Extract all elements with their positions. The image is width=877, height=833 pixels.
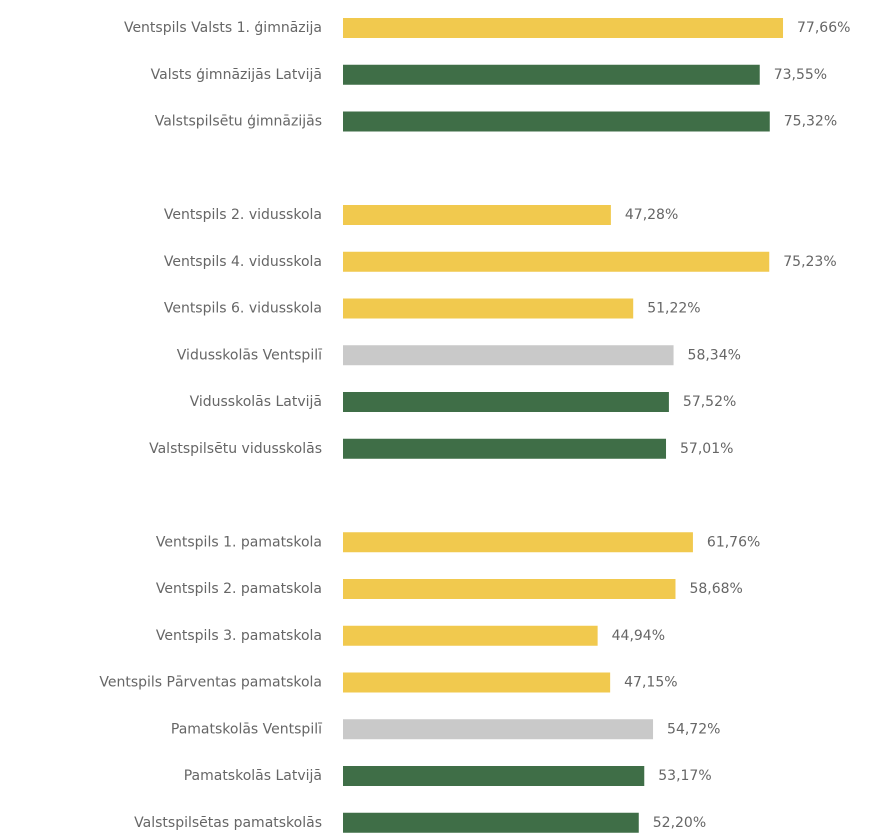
value-label: 77,66% xyxy=(797,20,850,36)
value-label: 54,72% xyxy=(667,721,720,737)
bar xyxy=(343,719,654,740)
bar xyxy=(343,672,611,693)
category-label: Ventspils 6. vidusskola xyxy=(164,301,322,317)
category-label: Ventspils 2. pamatskola xyxy=(156,581,322,597)
category-label: Vidusskolās Ventspilī xyxy=(177,347,322,363)
category-label: Ventspils Pārventas pamatskola xyxy=(99,675,322,691)
bar xyxy=(343,345,674,366)
bar xyxy=(343,251,770,272)
bar xyxy=(343,532,693,553)
bar xyxy=(343,18,784,38)
bar xyxy=(343,64,760,85)
category-label: Ventspils 4. vidusskola xyxy=(164,254,322,270)
category-label: Ventspils 3. pamatskola xyxy=(156,628,322,644)
category-label: Valstspilsētu ģimnāzijās xyxy=(155,114,322,130)
category-label: Valstspilsētas pamatskolās xyxy=(134,815,322,831)
value-label: 73,55% xyxy=(774,67,827,83)
value-label: 44,94% xyxy=(612,628,665,644)
bar xyxy=(343,625,598,646)
category-label: Ventspils Valsts 1. ģimnāzija xyxy=(124,20,322,36)
category-label: Pamatskolās Ventspilī xyxy=(171,721,322,737)
bar xyxy=(343,579,676,599)
value-label: 47,28% xyxy=(625,207,678,223)
category-label: Valstspilsētu vidusskolās xyxy=(149,441,322,457)
category-label: Vidusskolās Latvijā xyxy=(190,394,322,410)
value-label: 75,32% xyxy=(784,114,837,130)
category-label: Valsts ģimnāzijās Latvijā xyxy=(151,67,322,83)
bar xyxy=(343,812,639,833)
category-label: Pamatskolās Latvijā xyxy=(184,768,322,784)
bar xyxy=(343,392,669,412)
value-label: 52,20% xyxy=(653,815,706,831)
bar xyxy=(343,111,770,132)
bar xyxy=(343,298,634,319)
value-label: 57,52% xyxy=(683,394,736,410)
bar xyxy=(343,205,611,225)
value-label: 75,23% xyxy=(783,254,836,270)
category-label: Ventspils 1. pamatskola xyxy=(156,534,322,550)
bar xyxy=(343,766,645,786)
value-label: 57,01% xyxy=(680,441,733,457)
value-label: 51,22% xyxy=(647,301,700,317)
value-label: 47,15% xyxy=(624,675,677,691)
value-label: 58,68% xyxy=(689,581,742,597)
bar xyxy=(343,438,667,459)
category-label: Ventspils 2. vidusskola xyxy=(164,207,322,223)
value-label: 53,17% xyxy=(658,768,711,784)
value-label: 58,34% xyxy=(688,347,741,363)
value-label: 61,76% xyxy=(707,534,760,550)
